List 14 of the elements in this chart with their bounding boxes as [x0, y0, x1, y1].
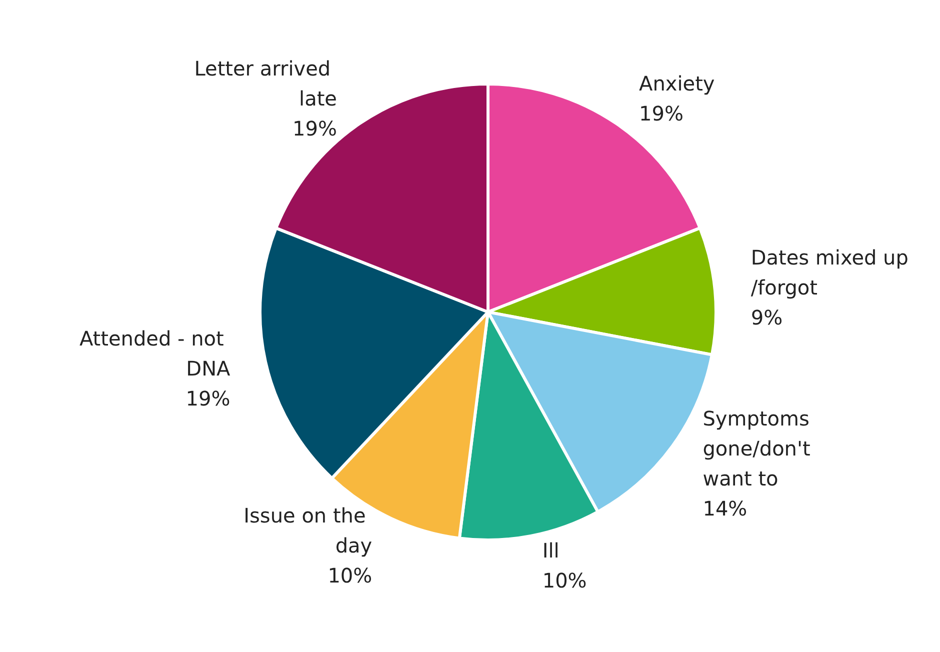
data-label: 19%	[639, 102, 684, 126]
data-label: 10%	[542, 568, 587, 592]
slice-label: Attended - not DNA	[79, 326, 231, 380]
data-label: 19%	[186, 386, 230, 410]
slice-label: Ill	[542, 538, 560, 562]
data-label: 10%	[328, 563, 372, 588]
data-label: 14%	[702, 496, 748, 521]
data-label: 9%	[750, 306, 783, 330]
slice-label: Dates mixed up/forgot	[750, 246, 908, 300]
data-label: 19%	[292, 116, 337, 141]
slice-label: Issue on the day	[244, 503, 372, 558]
slice-label: Letter arrived late	[194, 56, 337, 111]
slice-label: Anxiety	[639, 72, 715, 96]
slice-label: Symptoms gone/don't want to	[702, 406, 817, 491]
